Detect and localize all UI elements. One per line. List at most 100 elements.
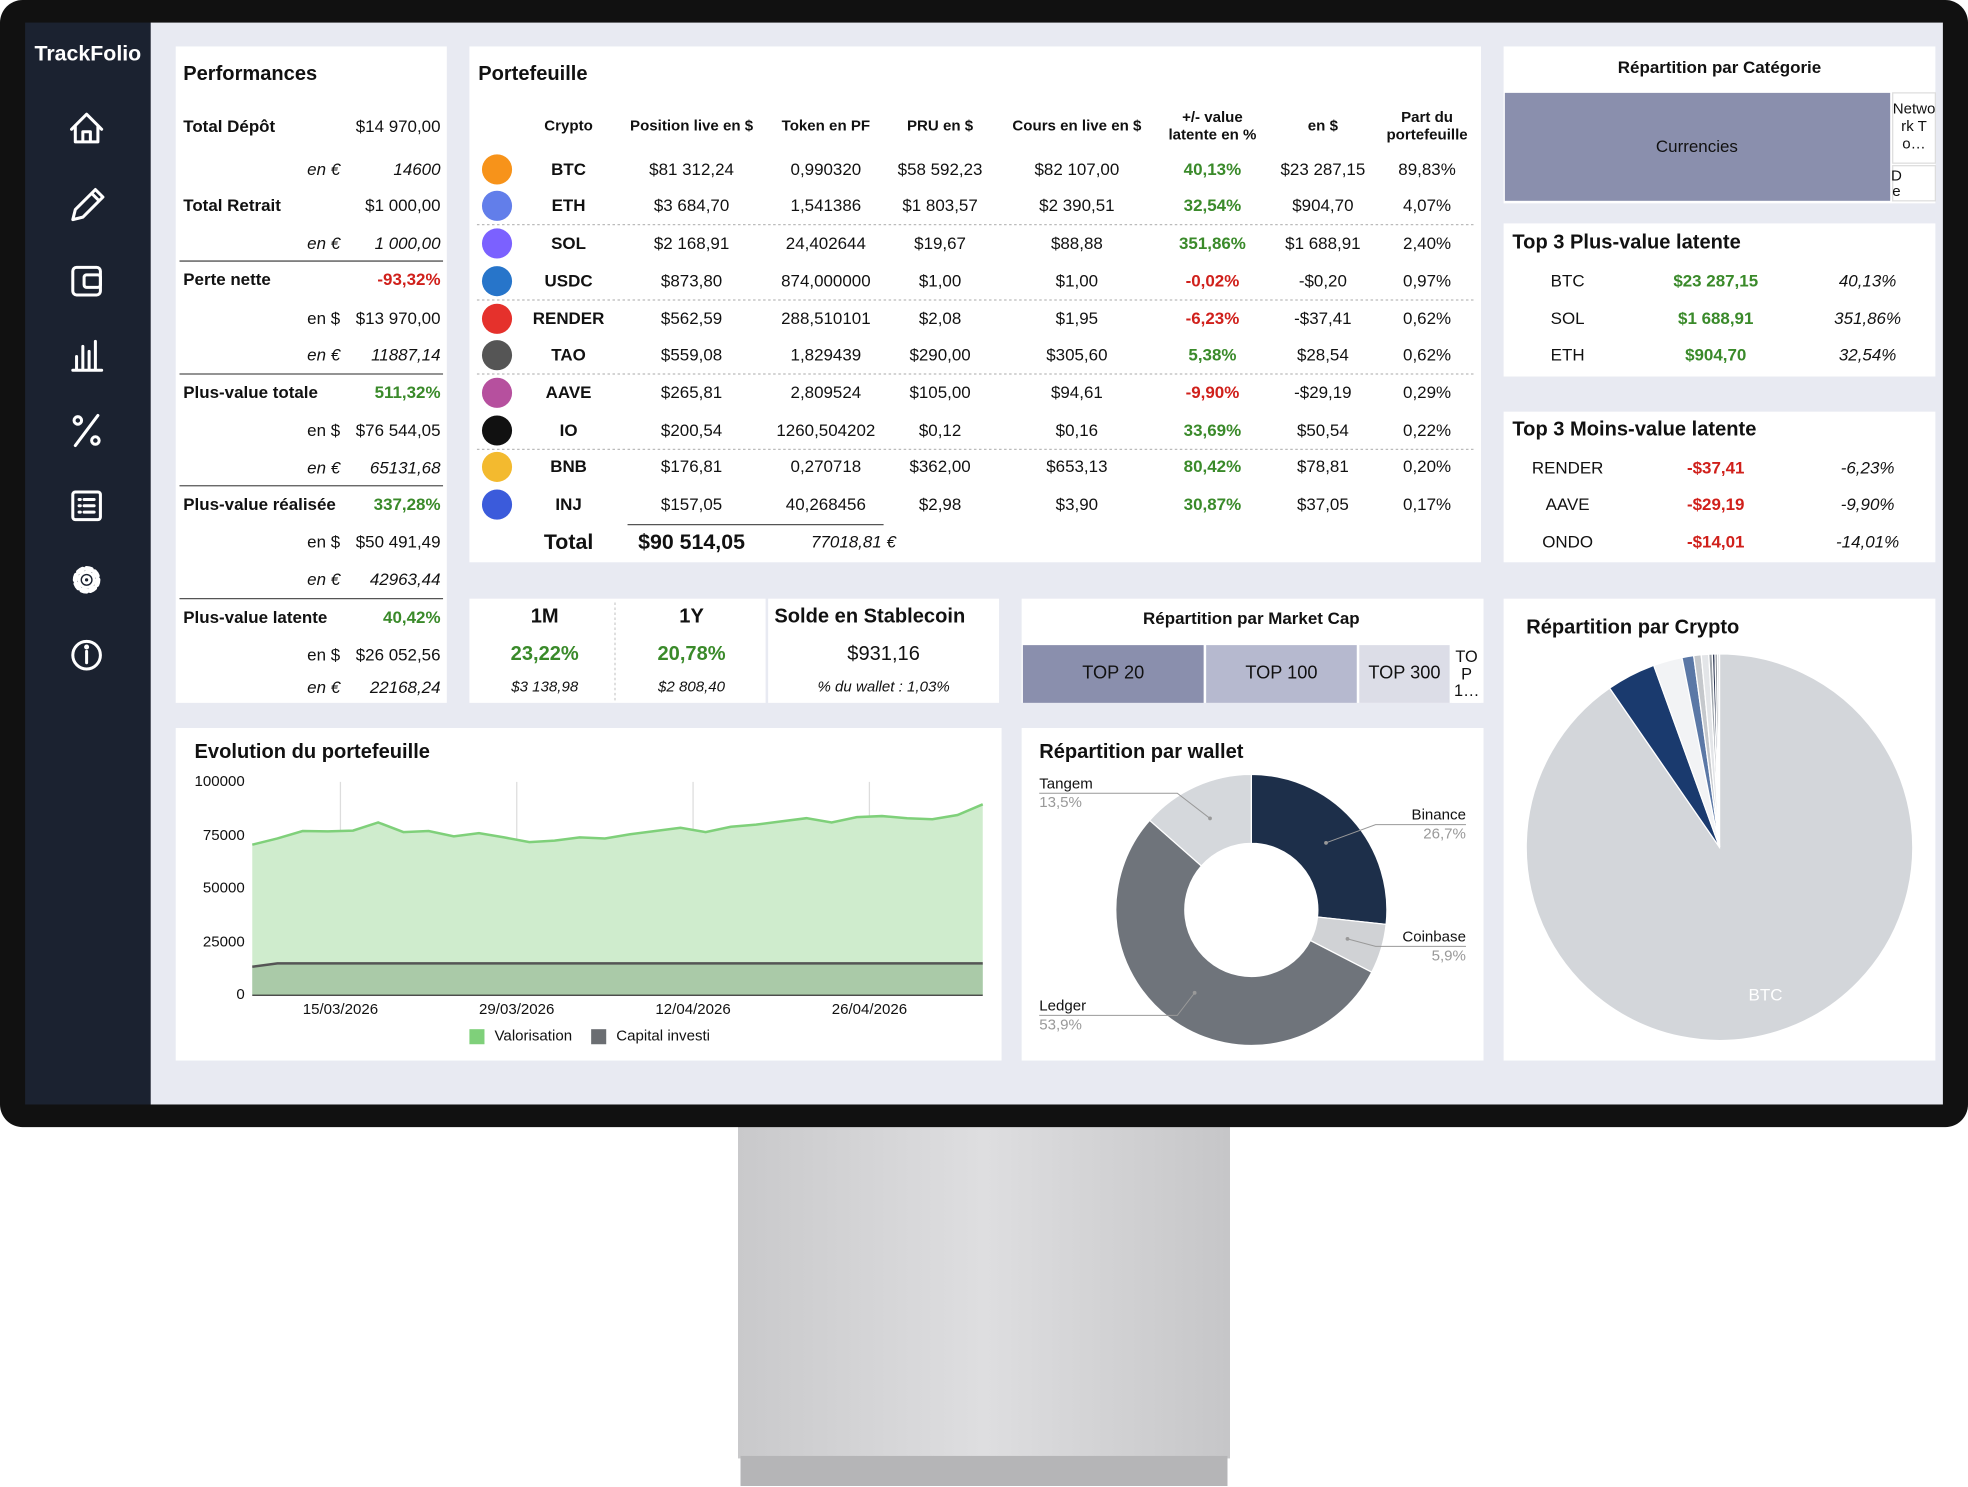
table-cell: $265,81 — [660, 383, 723, 402]
table-cell: 24,402644 — [785, 233, 866, 253]
metric-sub-value: $76 544,05 — [355, 420, 441, 440]
y-tick-label: 100000 — [194, 772, 245, 790]
percent-icon[interactable] — [72, 413, 101, 448]
monitor-foot — [740, 1455, 1228, 1487]
total-label: Total — [543, 529, 594, 554]
table-cell: -$0,20 — [1298, 271, 1347, 291]
treemap-cell — [1892, 165, 1936, 202]
leader-line — [1039, 992, 1196, 1016]
treemap-cell — [1892, 92, 1936, 164]
coin-icon — [481, 266, 513, 297]
metric-sub-value: $26 052,56 — [355, 645, 441, 665]
table-cell: $88,88 — [1050, 233, 1103, 253]
table-cell: $1,00 — [1055, 271, 1099, 291]
coin-icon — [481, 489, 513, 520]
table-cell: $28,54 — [1296, 345, 1349, 365]
top-usd: $1 688,91 — [1678, 309, 1754, 328]
wallet-icon[interactable] — [71, 265, 102, 297]
table-cell: $1,95 — [1055, 309, 1099, 328]
table-cell: -0,02% — [1185, 271, 1240, 291]
leader-dot — [1208, 816, 1212, 821]
column-header: en $ — [1307, 116, 1338, 135]
panel — [1503, 223, 1936, 377]
table-cell: $2,98 — [918, 494, 962, 514]
return-usd: $2 808,40 — [658, 677, 726, 696]
metric-sub-label: en € — [307, 570, 341, 589]
treemap-label: TOP 300 — [1368, 663, 1441, 684]
return-period: 1Y — [679, 605, 704, 628]
top-usd: -$14,01 — [1686, 532, 1745, 552]
home-icon[interactable] — [70, 112, 104, 144]
table-cell: $2 168,91 — [653, 233, 730, 253]
area-fill — [252, 963, 983, 996]
legend-label: Capital investi — [616, 1026, 711, 1045]
panel — [768, 598, 1000, 703]
metric-value: $14 970,00 — [355, 117, 441, 136]
metric-sub-value: 42963,44 — [369, 570, 441, 589]
return-pct: 20,78% — [657, 643, 726, 665]
table-cell: $176,81 — [660, 457, 723, 476]
panel-title: Portefeuille — [478, 63, 588, 86]
column-header: Token en PF — [781, 116, 871, 135]
table-cell: $19,67 — [914, 233, 966, 253]
info-icon[interactable] — [71, 639, 102, 671]
table-cell: $904,70 — [1292, 196, 1354, 215]
column-header: Position live en $ — [630, 116, 754, 135]
panel — [1503, 411, 1936, 563]
leader-line — [1039, 792, 1211, 819]
table-cell: $1 688,91 — [1285, 233, 1361, 253]
list-icon[interactable] — [71, 490, 102, 522]
y-tick-label: 50000 — [202, 878, 245, 897]
table-cell: $82 107,00 — [1034, 159, 1120, 179]
panel-title: Répartition par Market Cap — [1143, 609, 1360, 628]
coin-icon — [481, 154, 513, 185]
metric-label: Plus-value réalisée — [183, 494, 336, 514]
treemap-label: Currencies — [1655, 137, 1738, 156]
table-cell: $37,05 — [1296, 494, 1349, 514]
top-usd: -$29,19 — [1686, 494, 1745, 514]
coin-icon — [481, 190, 513, 221]
leader-dot — [1192, 990, 1197, 995]
top-name: BTC — [1550, 271, 1585, 291]
treemap-label: De — [1891, 166, 1902, 200]
metric-value: 511,32% — [374, 383, 441, 402]
column-header: PRU en $ — [907, 116, 974, 135]
column-header: +/- value latente en % — [1168, 108, 1257, 144]
table-cell: -9,90% — [1185, 383, 1240, 402]
coin-icon — [481, 415, 513, 446]
panel-title: Solde en Stablecoin — [774, 605, 966, 628]
top-pct: 32,54% — [1838, 345, 1897, 365]
table-cell: ETH — [551, 196, 586, 215]
table-cell: 32,54% — [1183, 196, 1242, 215]
top-usd: -$37,41 — [1686, 458, 1745, 478]
treemap-cell — [1504, 92, 1891, 201]
top-pct: -14,01% — [1836, 532, 1900, 552]
donut-slice — [1115, 819, 1373, 1047]
table-cell: $23 287,15 — [1280, 159, 1366, 179]
settings-icon[interactable] — [72, 566, 101, 594]
donut-slice — [1250, 773, 1388, 926]
sidebar — [25, 22, 151, 1105]
donut-label: Ledger — [1039, 996, 1087, 1015]
table-cell: 0,97% — [1403, 271, 1452, 291]
edit-icon[interactable] — [71, 188, 105, 222]
metric-sub-label: en € — [307, 233, 341, 253]
stablecoin-value: $931,16 — [847, 643, 920, 665]
legend-swatch — [469, 1029, 485, 1045]
top-name: AAVE — [1545, 494, 1590, 514]
metric-sub-label: en € — [307, 458, 341, 478]
table-cell: 288,510101 — [781, 309, 871, 328]
table-cell: RENDER — [532, 309, 605, 328]
x-tick-label: 12/04/2026 — [655, 1000, 731, 1019]
legend-swatch — [591, 1029, 607, 1045]
table-cell: 0,20% — [1403, 457, 1452, 476]
coin-icon — [481, 303, 513, 334]
table-cell: $562,59 — [660, 309, 723, 328]
table-cell: $1,00 — [918, 271, 962, 291]
metric-sub-value: 14600 — [393, 159, 441, 179]
table-cell: 40,13% — [1183, 159, 1242, 179]
table-cell: 0,62% — [1403, 345, 1452, 365]
stats-icon[interactable] — [71, 339, 104, 372]
coin-icon — [481, 340, 513, 371]
